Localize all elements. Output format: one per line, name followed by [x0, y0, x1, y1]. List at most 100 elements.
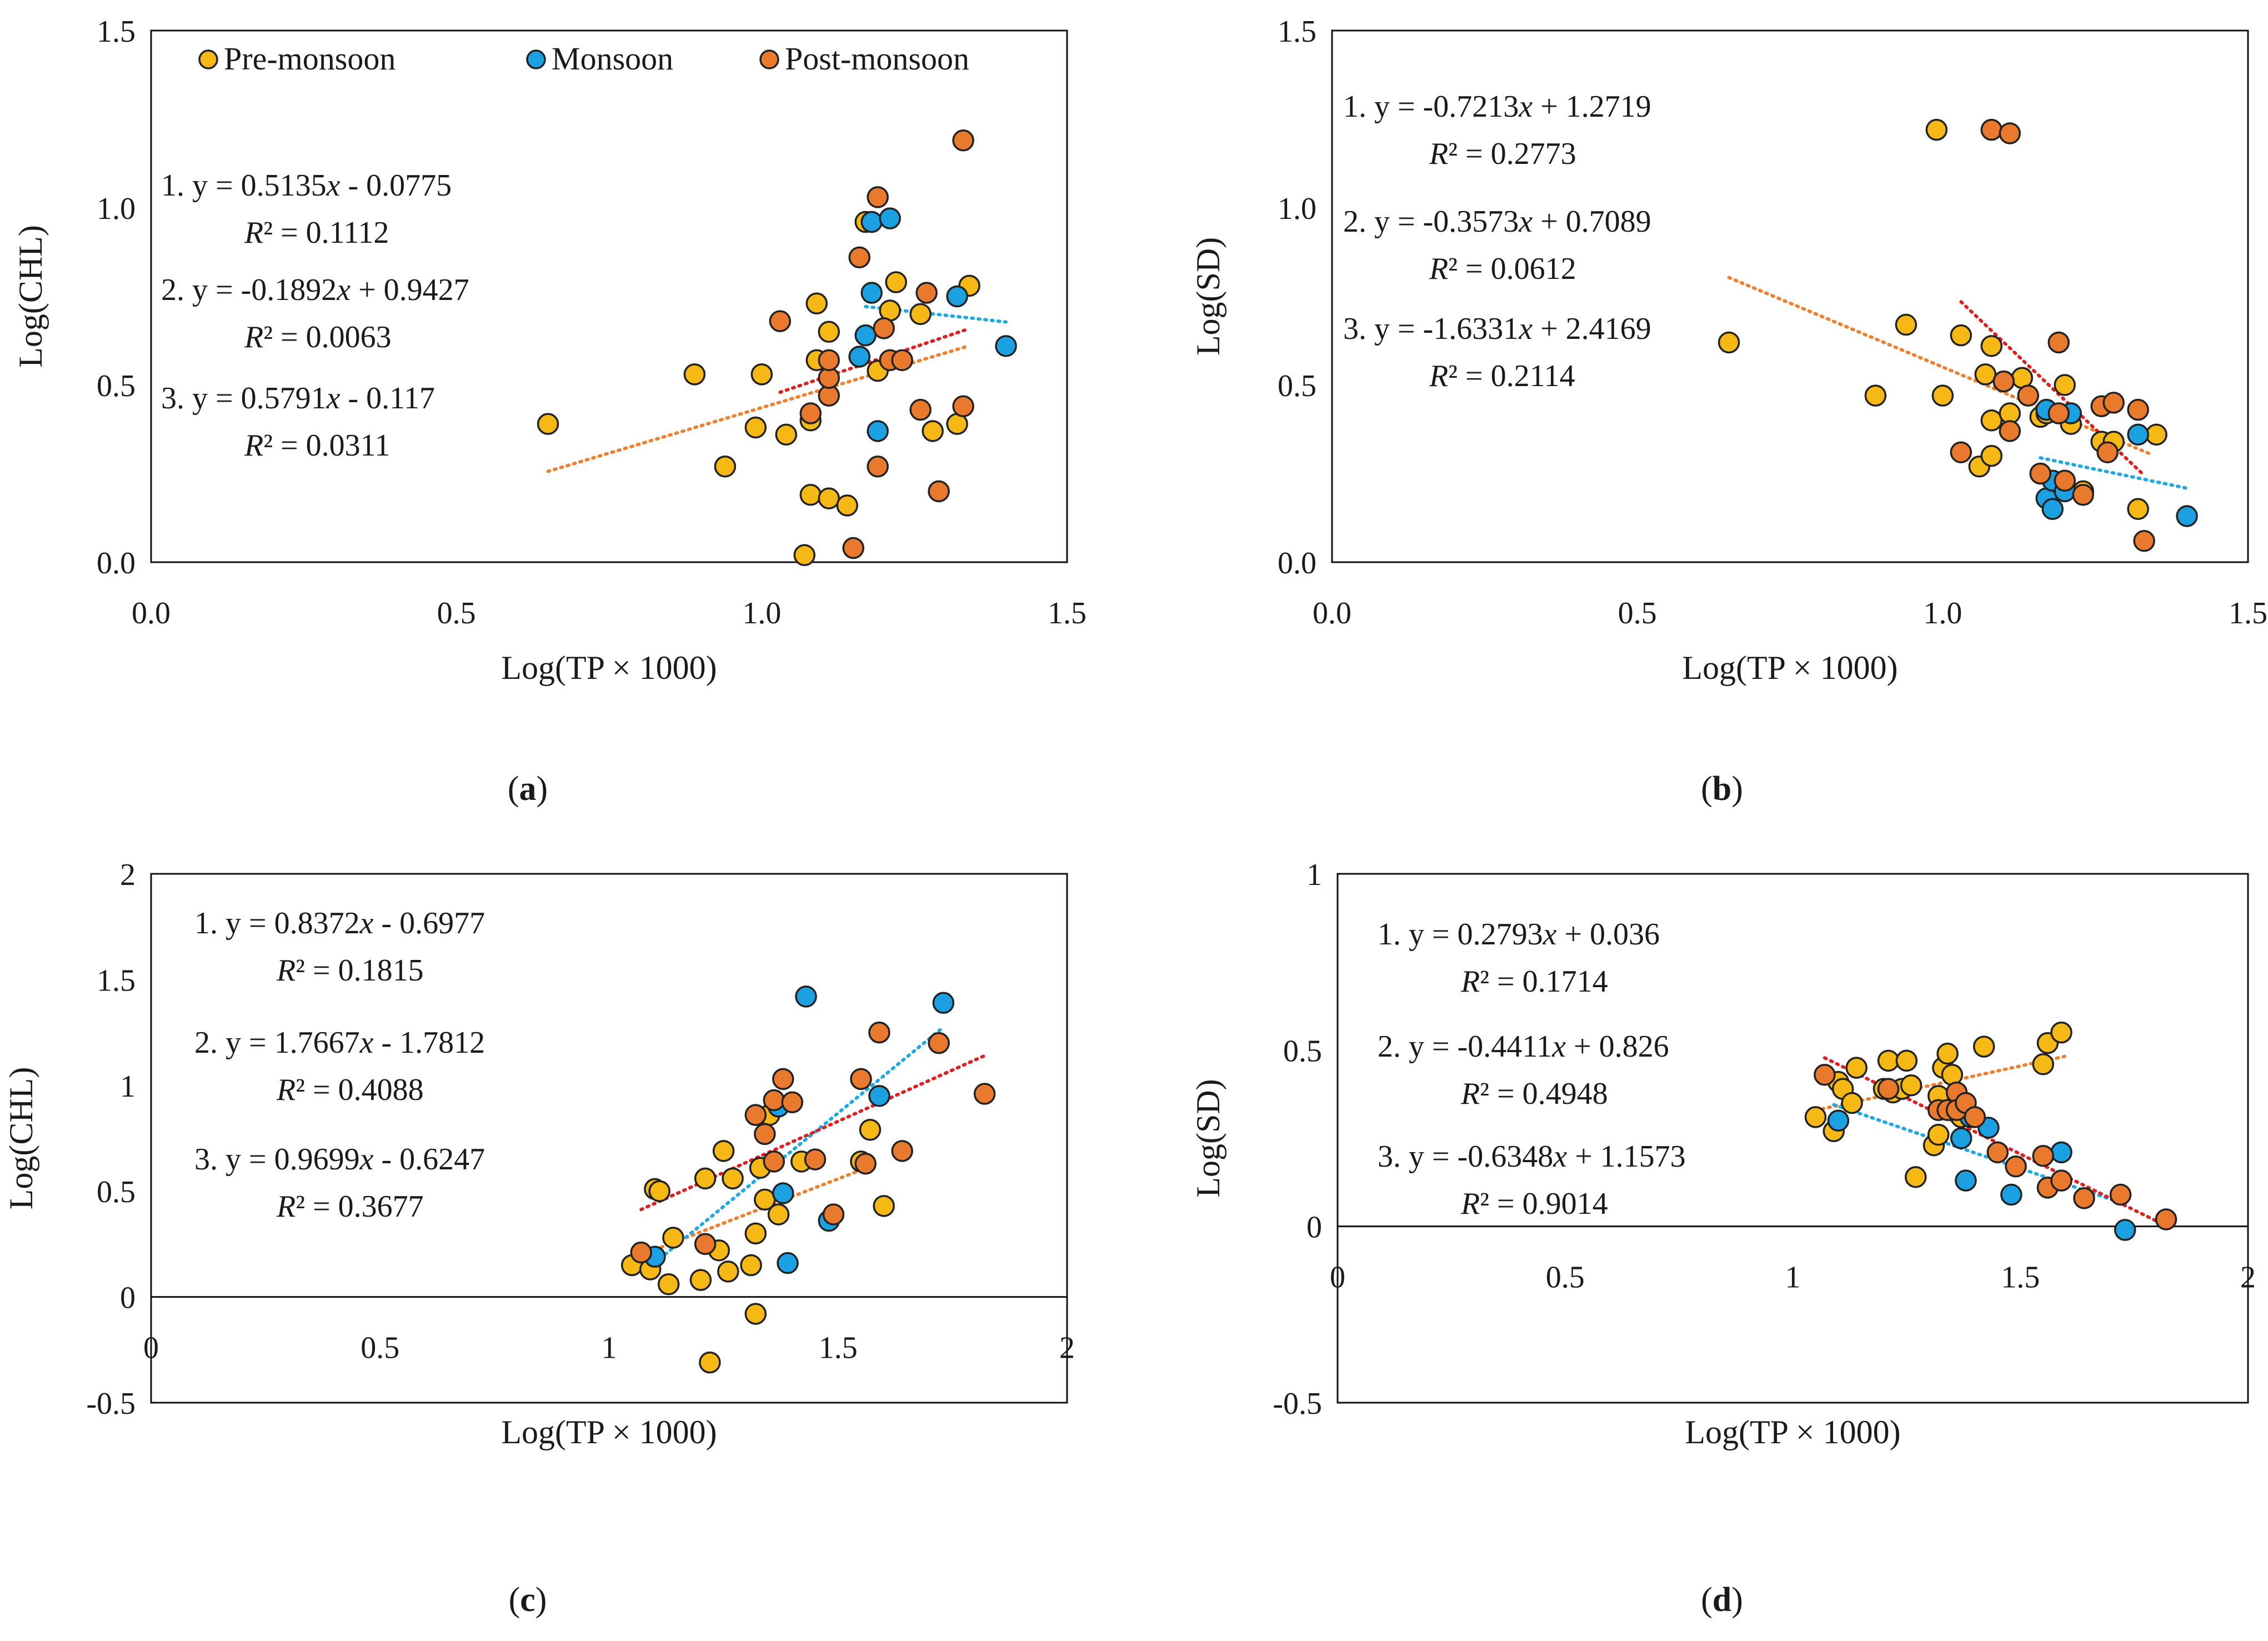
- point-pre-monsoon: [1900, 1074, 1922, 1097]
- point-post-monsoon: [2005, 1155, 2027, 1178]
- panel-caption: (d): [1701, 1581, 1743, 1619]
- legend-marker: [759, 49, 779, 69]
- point-post-monsoon: [867, 186, 889, 208]
- trendline-2: [1832, 1103, 2127, 1206]
- x-tick-label: 1.5: [2229, 596, 2267, 631]
- point-pre-monsoon: [818, 487, 840, 509]
- plot-frame: [1331, 29, 2249, 563]
- panel-caption: (c): [509, 1581, 547, 1619]
- x-tick-label: 1.5: [2001, 1260, 2040, 1295]
- trendline-2: [653, 1025, 945, 1264]
- point-post-monsoon: [2133, 529, 2155, 552]
- legend-item-post-monsoon: Post-monsoon: [759, 41, 969, 77]
- regression-equation: 3. y = 0.9699x - 0.6247: [194, 1142, 485, 1177]
- y-tick-label: 1.5: [97, 963, 136, 998]
- legend-label: Post-monsoon: [785, 41, 969, 77]
- point-monsoon: [868, 1085, 890, 1107]
- x-tick-label: 1: [1785, 1260, 1801, 1295]
- x-axis-title: Log(TP × 1000): [501, 649, 717, 686]
- point-monsoon: [2176, 505, 2198, 527]
- point-monsoon: [795, 985, 817, 1008]
- point-pre-monsoon: [859, 1119, 882, 1141]
- r-squared: R² = 0.0063: [244, 320, 392, 354]
- point-pre-monsoon: [1864, 384, 1887, 407]
- point-post-monsoon: [1950, 441, 1972, 463]
- x-tick-label: 0.5: [1546, 1260, 1585, 1295]
- legend-label: Monsoon: [552, 41, 673, 77]
- x-tick-label: 1.5: [1048, 596, 1087, 631]
- point-post-monsoon: [854, 1152, 877, 1175]
- point-monsoon: [2114, 1219, 2136, 1241]
- y-axis-title: Log(CHL): [3, 1067, 39, 1210]
- x-axis-title: Log(TP × 1000): [501, 1414, 717, 1450]
- y-tick-label: 1.5: [1278, 14, 1316, 49]
- y-tick-label: 1.0: [1278, 192, 1316, 226]
- point-post-monsoon: [744, 1104, 767, 1126]
- point-monsoon: [854, 324, 877, 347]
- plot-frame: [150, 29, 1068, 563]
- r-squared: R² = 0.4948: [1460, 1077, 1608, 1111]
- point-post-monsoon: [630, 1241, 652, 1264]
- point-post-monsoon: [694, 1233, 717, 1255]
- point-post-monsoon: [2127, 398, 2149, 421]
- point-pre-monsoon: [689, 1269, 712, 1291]
- point-pre-monsoon: [1980, 444, 2003, 467]
- point-post-monsoon: [842, 537, 864, 559]
- point-post-monsoon: [2017, 384, 2039, 407]
- point-monsoon: [1950, 1127, 1972, 1149]
- point-post-monsoon: [2155, 1208, 2177, 1230]
- regression-equation: 3. y = 0.5791x - 0.117: [161, 381, 435, 416]
- x-tick-label: 0: [143, 1331, 159, 1365]
- point-post-monsoon: [973, 1083, 996, 1105]
- point-pre-monsoon: [2050, 1021, 2072, 1044]
- point-pre-monsoon: [740, 1254, 762, 1277]
- point-pre-monsoon: [694, 1167, 717, 1190]
- y-tick-label: 0.0: [1278, 546, 1316, 581]
- y-tick-label: 0.5: [1283, 1034, 1322, 1068]
- y-tick-label: 0: [120, 1281, 136, 1315]
- point-post-monsoon: [891, 1140, 913, 1162]
- y-tick-label: -0.5: [86, 1387, 136, 1421]
- point-pre-monsoon: [537, 413, 559, 435]
- point-post-monsoon: [2096, 441, 2119, 463]
- r-squared: R² = 0.0612: [1429, 252, 1576, 286]
- point-pre-monsoon: [2145, 423, 2167, 446]
- point-pre-monsoon: [1804, 1106, 1827, 1128]
- chart-panel-b: 0.0 0.5 1.0 1.5 0.0 0.5 1.0 1.5 Log(TP × 1000) Lo…: [1190, 14, 2267, 808]
- legend-marker: [526, 49, 546, 69]
- point-monsoon: [777, 1252, 799, 1274]
- point-post-monsoon: [867, 455, 889, 478]
- point-post-monsoon: [1992, 370, 2015, 393]
- point-pre-monsoon: [662, 1227, 684, 1249]
- point-pre-monsoon: [1974, 363, 1997, 386]
- point-pre-monsoon: [836, 494, 858, 517]
- point-post-monsoon: [1986, 1141, 2009, 1164]
- point-post-monsoon: [952, 129, 974, 152]
- point-pre-monsoon: [1972, 1035, 1995, 1058]
- y-tick-label: 0.5: [97, 1175, 136, 1209]
- x-tick-label: 0.5: [1618, 596, 1657, 631]
- r-squared: R² = 0.0311: [244, 428, 390, 463]
- point-pre-monsoon: [1841, 1092, 1863, 1114]
- point-post-monsoon: [928, 1032, 950, 1054]
- legend-label: Pre-monsoon: [224, 41, 395, 77]
- regression-equation: 2. y = -0.3573x + 0.7089: [1343, 204, 1651, 239]
- regression-equation: 2. y = -0.4411x + 0.826: [1378, 1029, 1669, 1064]
- x-tick-label: 1.0: [1923, 596, 1962, 631]
- point-monsoon: [2041, 498, 2064, 521]
- r-squared: R² = 0.4088: [276, 1073, 424, 1107]
- point-post-monsoon: [772, 1068, 794, 1090]
- point-pre-monsoon: [1718, 331, 1740, 354]
- point-post-monsoon: [850, 1068, 872, 1090]
- legend-item-monsoon: Monsoon: [526, 41, 673, 77]
- point-post-monsoon: [804, 1148, 827, 1170]
- r-squared: R² = 0.1714: [1460, 964, 1608, 999]
- x-tick-label: 1.5: [819, 1331, 858, 1365]
- point-pre-monsoon: [648, 1180, 670, 1202]
- point-post-monsoon: [818, 349, 840, 372]
- point-post-monsoon: [799, 402, 822, 424]
- point-post-monsoon: [909, 398, 932, 421]
- y-axis-title: Log(SD): [1190, 237, 1226, 356]
- legend-marker: [198, 49, 218, 69]
- point-pre-monsoon: [767, 1203, 790, 1225]
